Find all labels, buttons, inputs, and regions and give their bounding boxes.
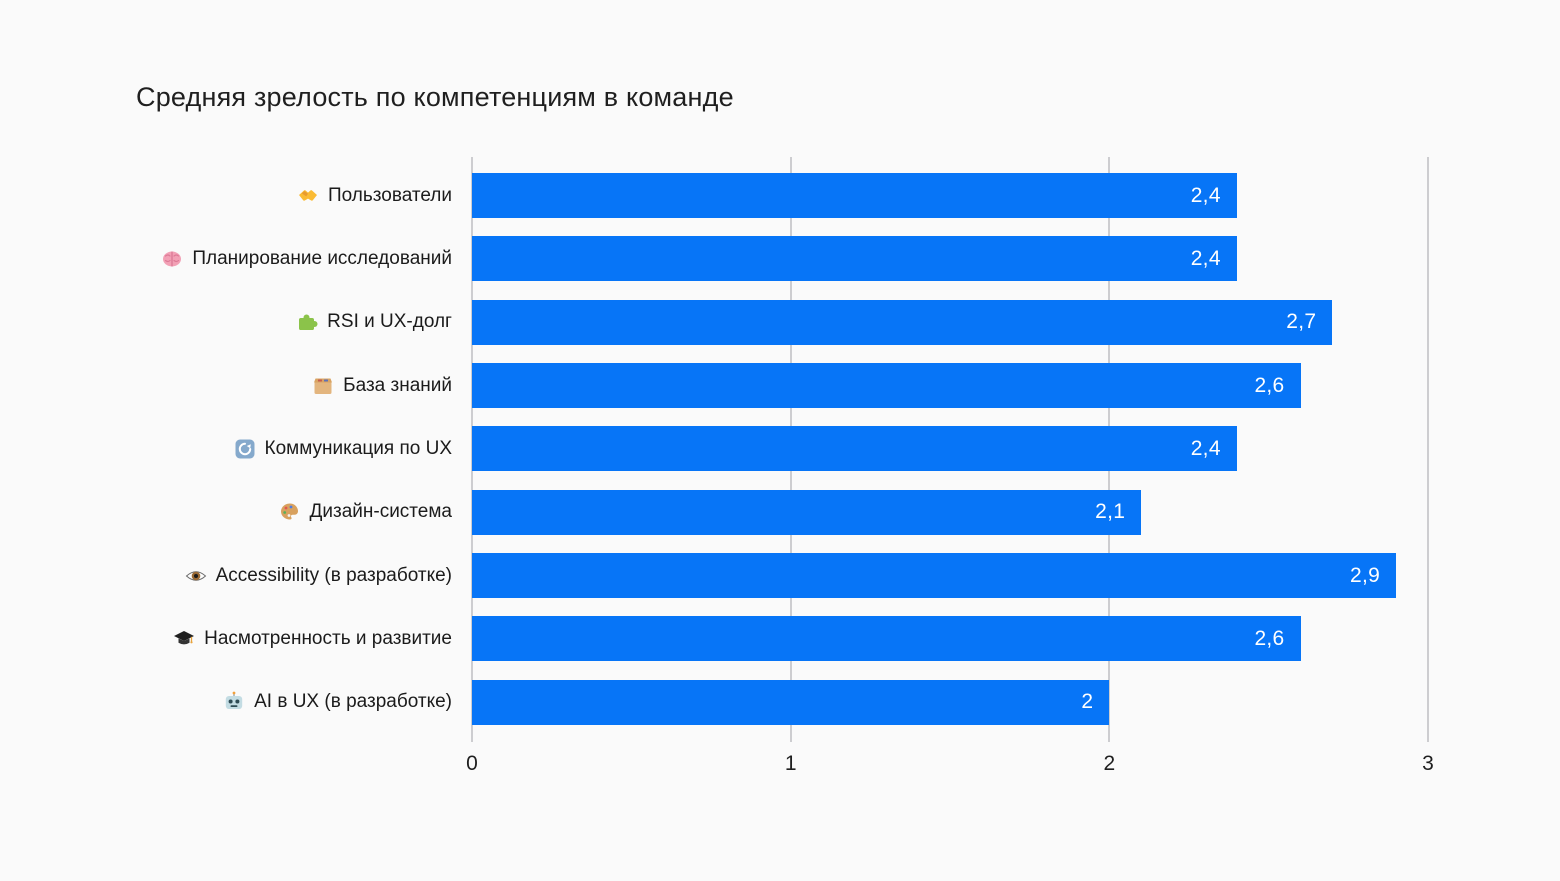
bar-row: Пользователи 2,4 — [136, 164, 1428, 227]
category-label: Коммуникация по UX — [136, 437, 472, 461]
bar-value-label: 2,7 — [1286, 310, 1317, 334]
bar-row: Коммуникация по UX 2,4 — [136, 417, 1428, 480]
chart-title: Средняя зрелость по компетенциям в коман… — [136, 82, 734, 112]
bar-value-label: 2,4 — [1190, 246, 1221, 270]
bar-track: 2,4 — [472, 426, 1428, 472]
bar-row: Дизайн-система 2,1 — [136, 481, 1428, 544]
x-tick-label: 1 — [784, 752, 797, 775]
bar-row: Accessibility (в разработке) 2,9 — [136, 544, 1428, 607]
card-file-box-icon — [311, 374, 335, 398]
category-label-text: Коммуникация по UX — [264, 437, 452, 459]
category-label: RSI и UX-долг — [136, 310, 472, 334]
bar: 2,9 — [472, 553, 1397, 599]
bar-row: RSI и UX-долг 2,7 — [136, 291, 1428, 354]
bar-track: 2,1 — [472, 489, 1428, 535]
x-tick-label: 0 — [466, 752, 478, 775]
bar-value-label: 2 — [1081, 690, 1094, 714]
bar-row: Насмотренность и развитие 2,6 — [136, 607, 1428, 670]
bar: 2,4 — [472, 236, 1237, 282]
bar-value-label: 2,4 — [1190, 183, 1221, 207]
puzzle-piece-icon — [295, 310, 319, 334]
x-axis: 0 1 2 3 — [466, 742, 1434, 782]
category-label: База знаний — [136, 374, 472, 398]
bar-value-label: 2,6 — [1254, 626, 1285, 650]
bar: 2,4 — [472, 426, 1237, 472]
bar-value-label: 2,4 — [1190, 436, 1221, 460]
bar-track: 2 — [472, 679, 1428, 725]
arrows-cycle-icon — [233, 437, 257, 461]
palette-icon — [278, 500, 302, 524]
bar-track: 2,6 — [472, 616, 1428, 662]
category-label-text: Дизайн-система — [309, 501, 453, 523]
robot-icon — [222, 690, 246, 714]
bar: 2,1 — [472, 489, 1142, 535]
bar: 2,6 — [472, 616, 1301, 662]
bar-value-label: 2,1 — [1095, 500, 1126, 524]
category-label: Планирование исследований — [136, 247, 472, 271]
plot-area: Пользователи 2,4 Планирование исследований… — [136, 157, 1434, 775]
bar-value-label: 2,9 — [1350, 563, 1381, 587]
category-label: Насмотренность и развитие — [136, 627, 472, 651]
x-tick-label: 2 — [1103, 752, 1116, 775]
bar-row: AI в UX (в разработке) 2 — [136, 671, 1428, 734]
bar-value-label: 2,6 — [1254, 373, 1285, 397]
bar-track: 2,6 — [472, 363, 1428, 409]
bar-row: База знаний 2,6 — [136, 354, 1428, 417]
category-label-text: AI в UX (в разработке) — [254, 691, 452, 713]
bar-track: 2,9 — [472, 553, 1428, 599]
category-label-text: RSI и UX-долг — [327, 311, 452, 333]
bar-rows: Пользователи 2,4 Планирование исследований… — [136, 164, 1428, 734]
category-label: AI в UX (в разработке) — [136, 690, 472, 714]
bar-row: Планирование исследований 2,4 — [136, 227, 1428, 290]
bar-track: 2,4 — [472, 236, 1428, 282]
brain-icon — [160, 247, 184, 271]
category-label-text: Планирование исследований — [192, 247, 452, 269]
category-label-text: База знаний — [343, 374, 452, 396]
category-label-text: Пользователи — [327, 184, 452, 206]
category-label-text: Насмотренность и развитие — [204, 627, 452, 649]
eye-icon — [184, 564, 208, 588]
bar: 2,7 — [472, 299, 1333, 345]
graduation-cap-icon — [172, 627, 196, 651]
category-label: Дизайн-система — [136, 500, 472, 524]
bar-track: 2,7 — [472, 299, 1428, 345]
category-label: Пользователи — [136, 184, 472, 208]
bar: 2,6 — [472, 363, 1301, 409]
bar: 2,4 — [472, 173, 1237, 219]
bar-track: 2,4 — [472, 173, 1428, 219]
category-label: Accessibility (в разработке) — [136, 564, 472, 588]
x-tick-label: 3 — [1422, 752, 1434, 775]
category-label-text: Accessibility (в разработке) — [215, 564, 452, 586]
bar: 2 — [472, 679, 1110, 725]
handshake-icon — [296, 184, 320, 208]
